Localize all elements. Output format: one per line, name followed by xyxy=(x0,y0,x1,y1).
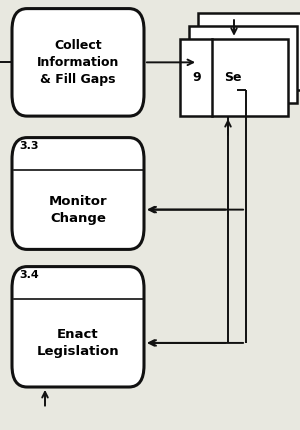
FancyBboxPatch shape xyxy=(12,9,144,116)
Text: 9: 9 xyxy=(192,71,200,84)
Text: 3.4: 3.4 xyxy=(20,270,39,280)
Text: Enact
Legislation: Enact Legislation xyxy=(37,328,119,358)
Text: Monitor
Change: Monitor Change xyxy=(49,195,107,224)
FancyBboxPatch shape xyxy=(189,26,297,103)
FancyBboxPatch shape xyxy=(12,267,144,387)
FancyBboxPatch shape xyxy=(198,13,300,90)
Text: Se: Se xyxy=(224,71,242,84)
Text: Collect
Information
& Fill Gaps: Collect Information & Fill Gaps xyxy=(37,39,119,86)
FancyBboxPatch shape xyxy=(12,138,144,249)
FancyBboxPatch shape xyxy=(180,39,288,116)
Text: 3.3: 3.3 xyxy=(20,141,39,151)
